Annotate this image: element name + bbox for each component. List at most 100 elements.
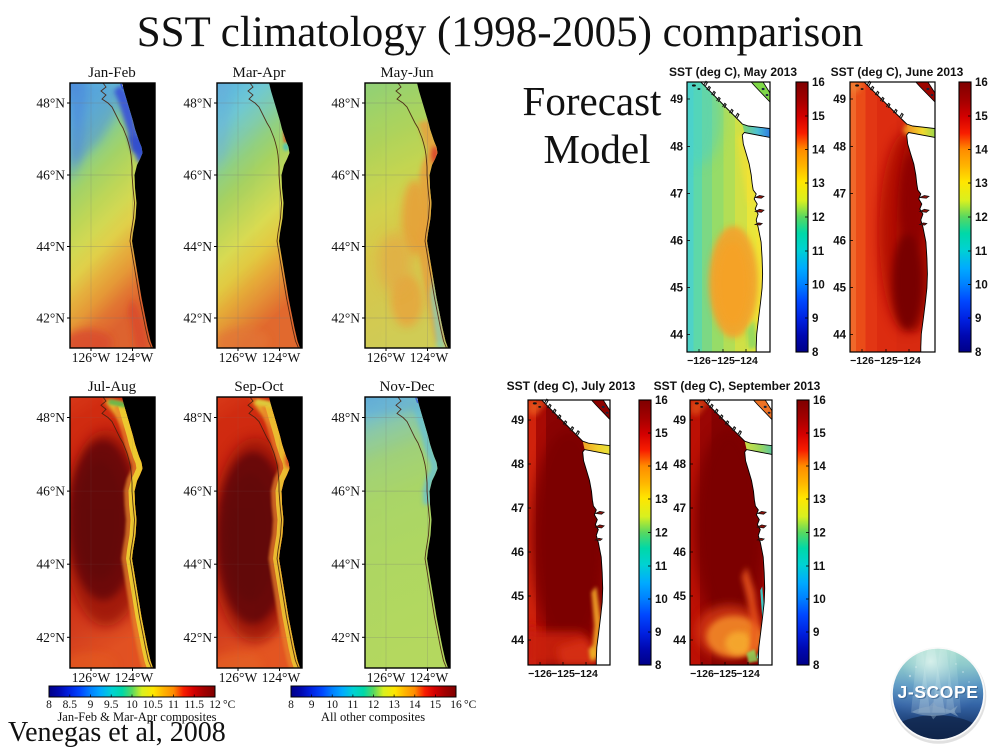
svg-text:47: 47 [673, 503, 686, 515]
svg-text:124°W: 124°W [262, 670, 301, 685]
svg-text:16: 16 [813, 395, 826, 407]
svg-text:8: 8 [975, 347, 982, 359]
svg-text:46: 46 [673, 547, 686, 559]
svg-text:9: 9 [813, 627, 819, 639]
svg-text:124°W: 124°W [410, 670, 449, 685]
svg-text:SST (deg C), May 2013: SST (deg C), May 2013 [669, 65, 797, 79]
svg-text:9: 9 [88, 699, 94, 711]
svg-text:44°N: 44°N [331, 239, 360, 254]
svg-text:44°N: 44°N [183, 239, 212, 254]
svg-text:45: 45 [673, 591, 686, 603]
svg-text:−125: −125 [551, 668, 575, 680]
svg-text:42°N: 42°N [331, 311, 360, 326]
svg-text:14: 14 [813, 461, 826, 473]
svg-text:48: 48 [673, 459, 686, 471]
svg-text:8: 8 [655, 660, 662, 672]
svg-text:13: 13 [388, 699, 400, 711]
svg-text:13: 13 [812, 178, 825, 190]
svg-text:44: 44 [670, 330, 683, 342]
svg-text:9: 9 [309, 699, 315, 711]
svg-text:45: 45 [511, 591, 524, 603]
svg-text:8: 8 [46, 699, 52, 711]
svg-text:−124: −124 [734, 355, 758, 367]
svg-text:−125: −125 [874, 355, 898, 367]
svg-text:May-Jun: May-Jun [380, 65, 434, 81]
svg-text:−125: −125 [713, 668, 737, 680]
svg-text:48°N: 48°N [36, 96, 65, 111]
svg-text:46°N: 46°N [36, 168, 65, 183]
svg-text:124°W: 124°W [115, 350, 154, 365]
svg-text:48°N: 48°N [36, 410, 65, 425]
svg-text:10.5: 10.5 [143, 699, 163, 711]
svg-text:48: 48 [511, 459, 524, 471]
svg-text:126°W: 126°W [367, 670, 406, 685]
svg-text:−124: −124 [897, 355, 921, 367]
svg-text:16: 16 [655, 395, 668, 407]
svg-text:11: 11 [812, 246, 825, 258]
svg-text:16: 16 [975, 77, 988, 89]
svg-text:44°N: 44°N [36, 557, 65, 572]
svg-text:9: 9 [812, 313, 818, 325]
svg-text:14: 14 [655, 461, 668, 473]
svg-text:Sep-Oct: Sep-Oct [234, 379, 284, 395]
svg-text:14: 14 [812, 145, 825, 157]
svg-text:All other composites: All other composites [321, 710, 425, 724]
svg-text:12: 12 [813, 528, 826, 540]
svg-text:15: 15 [812, 111, 825, 123]
svg-text:11.5: 11.5 [184, 699, 204, 711]
svg-text:8: 8 [813, 660, 820, 672]
svg-text:49: 49 [670, 94, 683, 106]
svg-text:10: 10 [126, 699, 138, 711]
svg-text:46: 46 [833, 236, 846, 248]
svg-text:13: 13 [813, 494, 826, 506]
svg-text:J-SCOPE: J-SCOPE [897, 682, 978, 702]
svg-text:°C: °C [223, 699, 236, 711]
svg-text:16: 16 [812, 77, 825, 89]
svg-text:9: 9 [975, 313, 981, 325]
svg-text:Mar-Apr: Mar-Apr [232, 65, 285, 81]
svg-text:44°N: 44°N [36, 239, 65, 254]
svg-text:42°N: 42°N [331, 630, 360, 645]
svg-text:SST (deg C), September 2013: SST (deg C), September 2013 [654, 379, 821, 393]
svg-text:13: 13 [975, 178, 988, 190]
svg-text:126°W: 126°W [72, 670, 111, 685]
svg-text:−126: −126 [690, 668, 714, 680]
svg-text:−126: −126 [687, 355, 711, 367]
svg-text:−126: −126 [528, 668, 552, 680]
svg-text:13: 13 [655, 494, 668, 506]
svg-text:44: 44 [511, 635, 524, 647]
svg-text:−124: −124 [574, 668, 598, 680]
svg-text:42°N: 42°N [36, 630, 65, 645]
svg-text:44°N: 44°N [331, 557, 360, 572]
svg-text:48°N: 48°N [331, 410, 360, 425]
svg-text:15: 15 [975, 111, 988, 123]
svg-text:9: 9 [655, 627, 661, 639]
svg-text:Jan-Feb & Mar-Apr composites: Jan-Feb & Mar-Apr composites [57, 710, 216, 724]
svg-text:8.5: 8.5 [63, 699, 78, 711]
svg-text:SST (deg C), June 2013: SST (deg C), June 2013 [831, 65, 964, 79]
svg-text:48°N: 48°N [331, 96, 360, 111]
svg-text:−126: −126 [850, 355, 874, 367]
svg-text:44°N: 44°N [183, 557, 212, 572]
svg-text:44: 44 [833, 330, 846, 342]
svg-text:46°N: 46°N [331, 168, 360, 183]
svg-text:15: 15 [813, 428, 826, 440]
svg-text:49: 49 [833, 94, 846, 106]
svg-text:°C: °C [464, 699, 477, 711]
svg-text:49: 49 [511, 415, 524, 427]
svg-text:42°N: 42°N [36, 311, 65, 326]
svg-text:124°W: 124°W [410, 350, 449, 365]
svg-text:Model: Model [543, 126, 650, 172]
svg-text:12: 12 [812, 212, 825, 224]
svg-text:124°W: 124°W [115, 670, 154, 685]
svg-text:10: 10 [655, 594, 668, 606]
svg-text:126°W: 126°W [219, 670, 258, 685]
svg-text:124°W: 124°W [262, 350, 301, 365]
svg-text:45: 45 [670, 283, 683, 295]
svg-text:46°N: 46°N [183, 484, 212, 499]
svg-text:14: 14 [409, 699, 421, 711]
svg-text:45: 45 [833, 283, 846, 295]
svg-text:48: 48 [833, 142, 846, 154]
svg-text:8: 8 [812, 347, 819, 359]
svg-text:9.5: 9.5 [104, 699, 119, 711]
